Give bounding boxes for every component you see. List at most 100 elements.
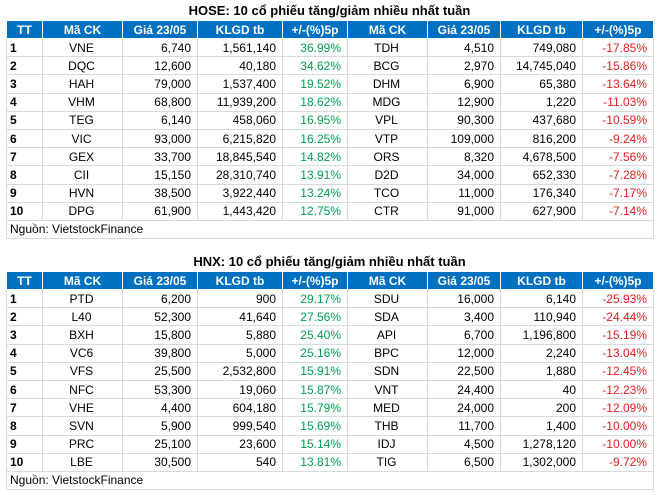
cell: 24,000 <box>427 398 501 418</box>
cell: 1,302,000 <box>500 452 583 472</box>
cell: 14,745,040 <box>500 56 583 76</box>
cell: -10.00% <box>582 416 654 436</box>
cell: 16,000 <box>427 288 501 309</box>
source-row: Nguồn: VietstockFinance <box>6 219 654 240</box>
cell: 36.99% <box>282 37 348 58</box>
cell: 25,100 <box>122 434 198 454</box>
cell: 7 <box>6 398 43 418</box>
cell: 15.14% <box>282 434 348 454</box>
cell: 6,500 <box>427 452 501 472</box>
cell: HAH <box>42 74 123 94</box>
cell: 11,700 <box>427 416 501 436</box>
cell: 6,740 <box>122 37 198 58</box>
cell: 68,800 <box>122 92 198 112</box>
cell: BCG <box>347 56 428 76</box>
cell: 91,000 <box>427 201 501 221</box>
data-row: 10 LBE 30,500 540 13.81% TIG 6,500 1,302,000 -9.… <box>6 452 654 472</box>
cell: 22,500 <box>427 361 501 381</box>
cell: 999,540 <box>197 416 283 436</box>
table-title: HNX: 10 cổ phiếu tăng/giảm nhiều nhất tu… <box>193 254 466 269</box>
data-row: 3 HAH 79,000 1,537,400 19.52% DHM 6,900 65,380-… <box>6 74 654 94</box>
hose-block: HOSE: 10 cổ phiếu tăng/giảm nhiều nhất t… <box>6 0 654 240</box>
cell: 15.79% <box>282 398 348 418</box>
header-cell: +/-(%)5p <box>282 20 348 39</box>
cell: 4,400 <box>122 398 198 418</box>
stock-table: TT Mã CK Giá 23/05 KLGD tb +/-(%)5p Mã CK Giá … <box>6 20 654 240</box>
cell: 3,922,440 <box>197 183 283 203</box>
cell: API <box>347 325 428 345</box>
cell: 15.91% <box>282 361 348 381</box>
cell: TCO <box>347 183 428 203</box>
cell: 90,300 <box>427 110 501 130</box>
header-cell: TT <box>6 20 43 39</box>
header-cell: Giá 23/05 <box>427 271 501 290</box>
cell: 15.87% <box>282 379 348 400</box>
cell: VC6 <box>42 343 123 363</box>
cell: -13.64% <box>582 74 654 94</box>
cell: -12.45% <box>582 361 654 381</box>
cell: 15.69% <box>282 416 348 436</box>
header-row: TT Mã CK Giá 23/05 KLGD tb +/-(%)5p Mã CK Giá … <box>6 20 654 39</box>
cell: VHE <box>42 398 123 418</box>
cell: VNT <box>347 379 428 400</box>
cell: 5 <box>6 110 43 130</box>
cell: VIC <box>42 128 123 149</box>
cell: 12,000 <box>427 343 501 363</box>
cell: 2,970 <box>427 56 501 76</box>
cell: 1,196,800 <box>500 325 583 345</box>
cell: MED <box>347 398 428 418</box>
cell: 2 <box>6 307 43 327</box>
cell: 1,537,400 <box>197 74 283 94</box>
cell: 18,845,540 <box>197 147 283 167</box>
cell: 3 <box>6 74 43 94</box>
cell: 14.82% <box>282 147 348 167</box>
cell: 12,600 <box>122 56 198 76</box>
cell: 1,220 <box>500 92 583 112</box>
source: Nguồn: VietstockFinance <box>6 470 654 491</box>
cell: 8 <box>6 165 43 185</box>
cell: 41,640 <box>197 307 283 327</box>
cell: MDG <box>347 92 428 112</box>
stock-table: TT Mã CK Giá 23/05 KLGD tb +/-(%)5p Mã CK Giá … <box>6 271 654 491</box>
cell: 34.62% <box>282 56 348 76</box>
cell: 40,180 <box>197 56 283 76</box>
cell: DPG <box>42 201 123 221</box>
header-cell: Giá 23/05 <box>122 271 198 290</box>
cell: 27.56% <box>282 307 348 327</box>
cell: 10 <box>6 201 43 221</box>
table-title: HOSE: 10 cổ phiếu tăng/giảm nhiều nhất t… <box>188 3 471 18</box>
data-row: 2 L40 52,300 41,640 27.56% SDA 3,400 110,940 -24… <box>6 307 654 327</box>
cell: 200 <box>500 398 583 418</box>
data-row: 8 SVN 5,900 999,540 15.69% THB 11,700 1,400 -10.… <box>6 416 654 436</box>
cell: 1,278,120 <box>500 434 583 454</box>
cell: 540 <box>197 452 283 472</box>
header-cell: TT <box>6 271 43 290</box>
cell: CTR <box>347 201 428 221</box>
cell: PTD <box>42 288 123 309</box>
cell: SVN <box>42 416 123 436</box>
cell: 29.17% <box>282 288 348 309</box>
cell: 6 <box>6 379 43 400</box>
cell: 5,880 <box>197 325 283 345</box>
cell: SDU <box>347 288 428 309</box>
cell: NFC <box>42 379 123 400</box>
header-cell: +/-(%)5p <box>582 20 654 39</box>
cell: TIG <box>347 452 428 472</box>
cell: -10.59% <box>582 110 654 130</box>
cell: 7 <box>6 147 43 167</box>
cell: 816,200 <box>500 128 583 149</box>
source-row: Nguồn: VietstockFinance <box>6 470 654 491</box>
cell: 11,939,200 <box>197 92 283 112</box>
header-cell: Mã CK <box>347 271 428 290</box>
data-row: 1 PTD 6,200 900 29.17% SDU 16,000 6,140 -25.93% <box>6 288 654 309</box>
cell: 1 <box>6 288 43 309</box>
header-cell: +/-(%)5p <box>282 271 348 290</box>
cell: 6,140 <box>500 288 583 309</box>
cell: 30,500 <box>122 452 198 472</box>
cell: 39,800 <box>122 343 198 363</box>
data-row: 7 GEX 33,700 18,845,540 14.82% ORS 8,320 4,678,… <box>6 147 654 167</box>
cell: HVN <box>42 183 123 203</box>
hnx-block: HNX: 10 cổ phiếu tăng/giảm nhiều nhất tu… <box>6 251 654 491</box>
cell: -24.44% <box>582 307 654 327</box>
